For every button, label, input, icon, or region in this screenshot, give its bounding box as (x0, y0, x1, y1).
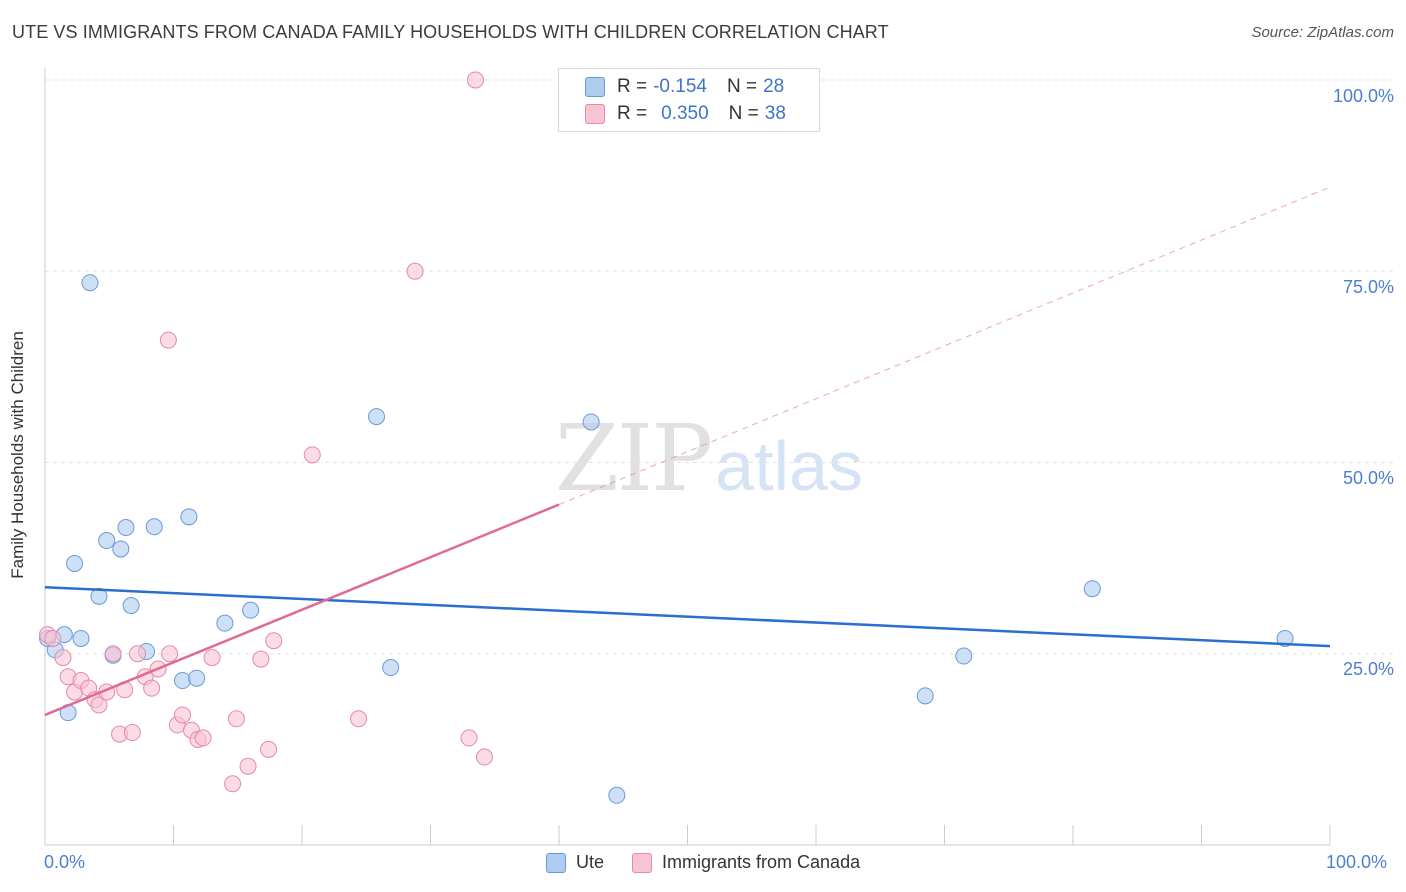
legend-swatch-ute (585, 77, 605, 97)
point-ute-18 (216, 614, 234, 632)
point-canada-10 (104, 645, 122, 663)
point-ute-26 (1083, 580, 1101, 598)
y-tick-75: 75.0% (1342, 277, 1394, 297)
trendline-canada (44, 503, 560, 717)
watermark: ZIPatlas (555, 405, 863, 512)
x-tick-100: 100.0% (1326, 852, 1388, 872)
point-canada-33 (406, 262, 424, 280)
point-ute-10 (112, 540, 130, 558)
series-legend: Ute Immigrants from Canada (546, 852, 888, 873)
watermark-atlas: atlas (715, 427, 864, 505)
point-canada-24 (203, 649, 221, 667)
point-ute-21 (382, 659, 400, 677)
point-canada-32 (350, 710, 368, 728)
y-tick-50: 50.0% (1342, 468, 1394, 488)
y-axis-label: Family Households with Children (8, 331, 27, 579)
legend-swatch-ute (546, 852, 566, 873)
point-canada-14 (129, 645, 147, 663)
point-canada-34 (460, 729, 478, 747)
point-canada-1 (44, 629, 62, 647)
legend-r-label: R = (617, 103, 648, 124)
x-tick-0: 0.0% (44, 852, 86, 872)
point-ute-22 (582, 413, 600, 431)
point-ute-19 (242, 601, 260, 619)
point-ute-14 (145, 518, 163, 536)
chart-title: UTE VS IMMIGRANTS FROM CANADA FAMILY HOU… (12, 22, 889, 42)
point-ute-20 (368, 408, 386, 426)
legend-n-label: N = (728, 103, 759, 124)
point-canada-27 (239, 757, 257, 775)
trendline-extension-canada (558, 186, 1331, 506)
point-canada-35 (466, 71, 484, 89)
point-ute-17 (188, 669, 206, 687)
point-canada-2 (54, 649, 72, 667)
point-ute-11 (117, 519, 135, 537)
point-canada-13 (123, 724, 141, 742)
legend-r-value-ute: -0.154 (653, 76, 707, 97)
point-canada-29 (260, 740, 278, 758)
point-canada-31 (303, 446, 321, 464)
point-ute-16 (180, 508, 198, 526)
point-canada-23 (194, 729, 212, 747)
legend-item-canada[interactable]: Immigrants from Canada (632, 852, 860, 873)
legend-r-value-canada: 0.350 (661, 103, 709, 124)
legend-item-ute[interactable]: Ute (546, 852, 604, 873)
point-ute-12 (122, 597, 140, 615)
point-ute-23 (608, 786, 626, 804)
legend-n-label: N = (726, 76, 758, 97)
point-canada-26 (227, 710, 245, 728)
point-ute-7 (90, 587, 108, 605)
legend-label-ute: Ute (576, 852, 605, 872)
source-label: Source: ZipAtlas.com (1251, 24, 1394, 41)
point-canada-37 (159, 331, 177, 349)
point-ute-15 (173, 672, 191, 690)
point-canada-25 (224, 775, 242, 793)
point-ute-6 (81, 274, 99, 292)
point-ute-5 (72, 629, 90, 647)
legend-row-ute: R = -0.154 N = 28 (585, 75, 790, 99)
correlation-legend: R = -0.154 N = 28 R = 0.350 N = 38 (558, 68, 820, 132)
point-canada-8 (90, 696, 108, 714)
trendline-ute (44, 585, 1331, 648)
point-canada-18 (161, 645, 179, 663)
point-canada-30 (265, 632, 283, 650)
point-canada-20 (173, 706, 191, 724)
point-ute-8 (98, 532, 116, 550)
legend-label-canada: Immigrants from Canada (662, 852, 861, 872)
point-ute-4 (66, 554, 84, 572)
y-tick-25: 25.0% (1342, 659, 1394, 679)
point-canada-36 (475, 748, 493, 766)
point-ute-25 (955, 647, 973, 665)
legend-row-canada: R = 0.350 N = 38 (585, 102, 792, 126)
point-ute-24 (916, 687, 934, 705)
legend-swatch-canada (632, 852, 653, 873)
legend-r-label: R = (617, 76, 648, 97)
point-ute-27 (1276, 629, 1294, 647)
legend-n-value-canada: 38 (764, 103, 786, 124)
point-canada-16 (143, 679, 161, 697)
legend-swatch-canada (585, 104, 605, 124)
legend-n-value-ute: 28 (763, 76, 785, 97)
watermark-zip: ZIP (555, 405, 713, 512)
point-canada-28 (252, 650, 270, 668)
y-tick-100: 100.0% (1332, 86, 1394, 106)
